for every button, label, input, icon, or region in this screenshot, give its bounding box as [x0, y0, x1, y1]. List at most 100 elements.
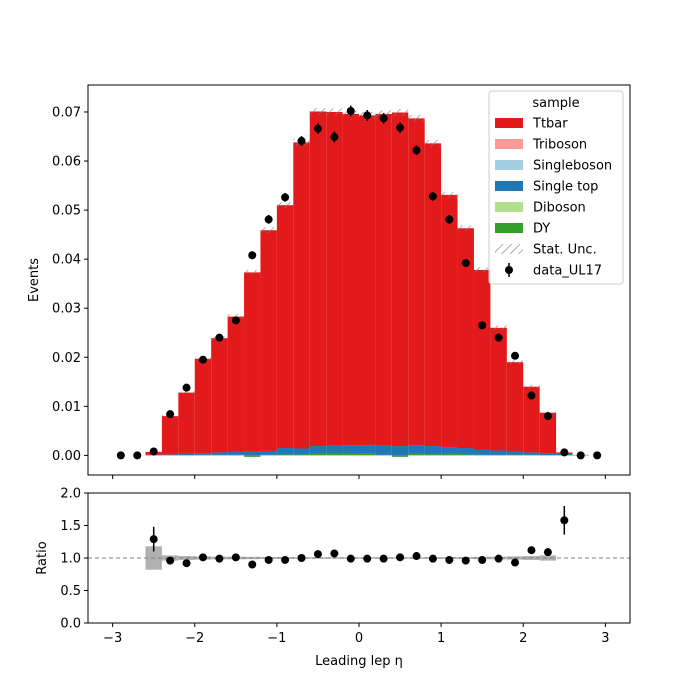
data-point [363, 111, 372, 120]
data-points [116, 105, 602, 460]
legend-swatch-dy [495, 223, 523, 233]
bar-single-top [424, 446, 442, 455]
bar-ttbar [178, 392, 195, 454]
y-tick-label: 0.04 [52, 253, 81, 268]
stat-unc-bin [506, 360, 524, 365]
ratio-point [297, 554, 306, 562]
stat-unc-bin [408, 114, 425, 122]
bar-single-top [161, 454, 179, 456]
data-point [264, 215, 273, 224]
x-tick-label: −1 [267, 631, 286, 646]
bar-ttbar [194, 358, 212, 454]
ratio-point [494, 554, 503, 563]
y-tick-label: 0.01 [52, 400, 81, 415]
legend-label-ttbar: Ttbar [532, 117, 568, 132]
y-tick-label: 0.0 [60, 617, 81, 632]
data-point [396, 123, 405, 132]
stat-unc-bin [309, 108, 327, 115]
legend-label-triboson: Triboson [532, 138, 587, 153]
y-tick-label: 0.07 [52, 105, 81, 120]
bar-single-top [178, 453, 195, 456]
bar-ttbar [457, 228, 474, 449]
bar-ttbar [408, 118, 425, 446]
ratio-point [478, 555, 487, 564]
bar-ttbar [293, 142, 310, 449]
ratio-point [149, 535, 158, 544]
bar-ttbar [342, 113, 359, 446]
ratio-point [166, 556, 175, 565]
bar-dy [342, 453, 359, 456]
x-tick-label: 3 [601, 631, 609, 646]
data-point [330, 133, 339, 141]
bar-single-top [293, 448, 310, 455]
y-tick-label: 0.06 [52, 155, 81, 170]
bar-ttbar [473, 269, 491, 450]
y-tick-label: 1.5 [60, 519, 81, 534]
data-point [576, 451, 585, 460]
bar-single-top [194, 453, 212, 455]
ratio-point [231, 553, 240, 562]
data-point [511, 351, 520, 360]
ratio-point [264, 555, 273, 564]
ratio-points [149, 506, 569, 569]
bar-dy [260, 454, 277, 456]
bar-single-top [523, 452, 540, 455]
bar-ttbar [490, 327, 507, 451]
legend-swatch-ttbar [495, 118, 523, 128]
data-point [461, 259, 470, 268]
legend-swatch-data-ul17-marker [505, 266, 513, 274]
ratio-point [412, 552, 421, 561]
ratio-unc-bin [539, 555, 557, 561]
data-point [445, 215, 454, 224]
bar-single-top [260, 450, 277, 455]
data-point [428, 192, 437, 201]
bar-single-top [276, 448, 294, 455]
legend-title: sample [532, 96, 579, 111]
legend-swatch-stat-unc [495, 244, 523, 254]
bar-ttbar [326, 111, 343, 446]
stat-unc-bin [276, 202, 294, 209]
legend-swatch-triboson [495, 139, 523, 149]
bar-single-top [326, 445, 343, 454]
bar-dy [506, 454, 524, 456]
data-point [543, 412, 552, 421]
bar-dy [309, 453, 327, 456]
stat-unc-bin [391, 109, 409, 116]
bar-dy [211, 454, 228, 456]
bar-ttbar [260, 230, 277, 451]
stat-unc-bin [424, 139, 442, 147]
legend-label-stat-unc: Stat. Unc. [533, 243, 597, 258]
bar-dy [490, 454, 507, 456]
bar-single-top [506, 451, 524, 455]
bar-dy [408, 453, 425, 456]
bar-single-top [441, 447, 458, 454]
data-point [297, 136, 306, 145]
bar-dy [227, 454, 245, 456]
y-tick-label: 1.0 [60, 552, 81, 567]
stat-unc-bin [441, 191, 458, 198]
bar-dy [326, 453, 343, 456]
data-point [412, 146, 421, 155]
data-point [281, 193, 290, 202]
ratio-y-ticks: 0.0 0.5 1.0 1.5 2.0 [60, 487, 88, 632]
ratio-point [445, 555, 454, 564]
bar-ttbar [391, 112, 409, 447]
bar-ttbar [523, 386, 540, 453]
bar-single-top [359, 445, 376, 454]
bar-single-top [309, 446, 327, 454]
stat-unc-bin [490, 325, 507, 331]
bar-single-top [342, 445, 359, 454]
legend-label-single-top: Single top [533, 180, 598, 195]
bar-single-top [227, 451, 245, 455]
bar-dy [244, 455, 261, 457]
bar-ttbar [276, 205, 294, 449]
bar-single-top [473, 449, 491, 455]
bar-dy [194, 454, 212, 456]
stat-unc-bin [260, 227, 277, 234]
main-y-ticks: 0.00 0.01 0.02 0.03 0.04 0.05 0.06 0.07 [52, 105, 88, 464]
legend-label-singleboson: Singleboson [533, 159, 612, 174]
stat-unc-bin [457, 225, 474, 232]
data-point [182, 383, 191, 392]
bar-ttbar [441, 194, 458, 448]
